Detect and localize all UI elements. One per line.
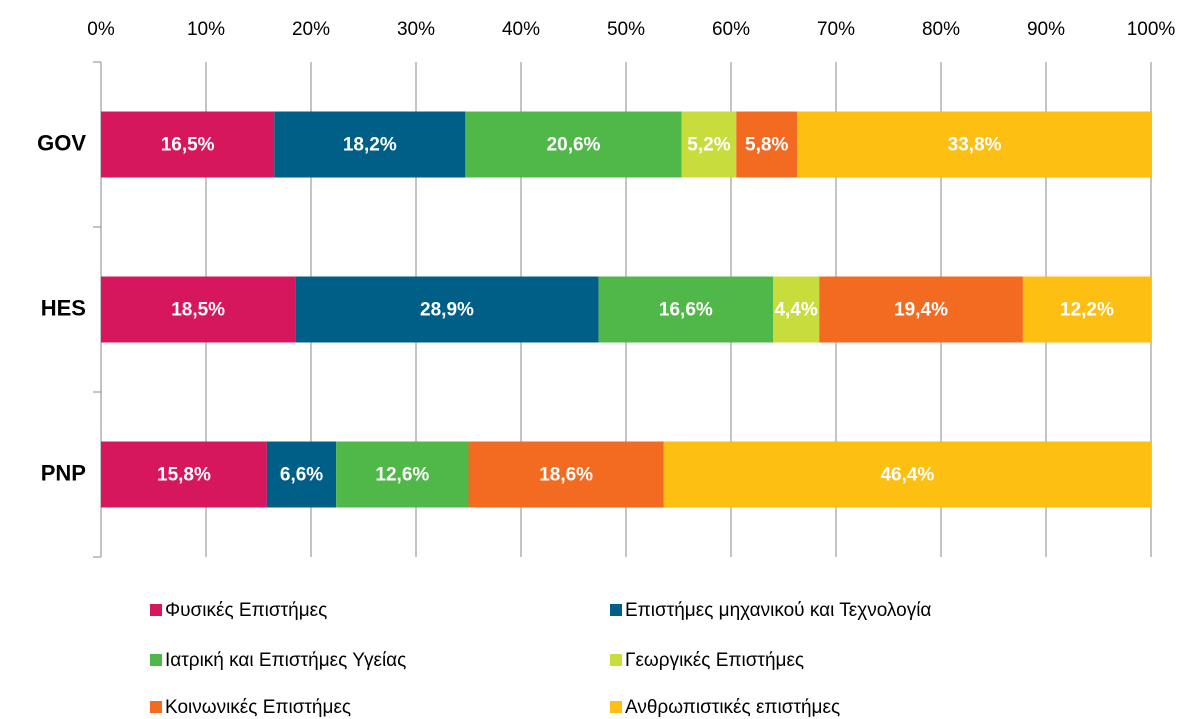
x-tick-label: 0% xyxy=(87,19,115,40)
legend-label: Φυσικές Επιστήμες xyxy=(165,600,327,621)
value-label: 46,4% xyxy=(880,465,934,486)
bar-segment xyxy=(598,276,773,343)
x-tick-label: 10% xyxy=(187,19,225,40)
legend-label: Κοινωνικές Επιστήμες xyxy=(165,697,351,718)
x-tick-label: 50% xyxy=(607,19,645,40)
legend-swatch xyxy=(610,701,622,713)
bar-segment xyxy=(468,441,664,508)
legend-swatch xyxy=(150,701,162,713)
x-tick-label: 30% xyxy=(397,19,435,40)
value-label: 12,2% xyxy=(1060,300,1114,321)
value-label: 18,5% xyxy=(171,300,225,321)
bar-segment xyxy=(681,111,737,178)
x-tick-label: 90% xyxy=(1027,19,1065,40)
legend-label: Ιατρική και Επιστήμες Υγείας xyxy=(165,650,406,671)
value-label: 18,6% xyxy=(539,465,593,486)
legend-label: Ανθρωπιστικές επιστήμες xyxy=(625,697,840,718)
bar-segment xyxy=(101,276,296,343)
value-label: 12,6% xyxy=(375,465,429,486)
value-label: 5,8% xyxy=(745,135,788,156)
bar-segment xyxy=(465,111,682,178)
value-label: 4,4% xyxy=(774,300,817,321)
category-label: PNP xyxy=(41,460,86,485)
value-label: 16,6% xyxy=(659,300,713,321)
value-label: 18,2% xyxy=(343,135,397,156)
bar-segment xyxy=(736,111,798,178)
x-tick-label: 70% xyxy=(817,19,855,40)
legend-label: Επιστήμες μηχανικού και Τεχνολογία xyxy=(625,600,931,621)
value-label: 16,5% xyxy=(161,135,215,156)
bar-segment xyxy=(101,111,275,178)
x-tick-label: 80% xyxy=(922,19,960,40)
bar-segment xyxy=(773,276,820,343)
x-tick-label: 40% xyxy=(502,19,540,40)
value-label: 19,4% xyxy=(894,300,948,321)
value-label: 20,6% xyxy=(547,135,601,156)
bar-segment xyxy=(819,276,1023,343)
bar-segment xyxy=(1022,276,1151,343)
value-label: 15,8% xyxy=(157,465,211,486)
bar-segment xyxy=(336,441,469,508)
x-tick-label: 100% xyxy=(1127,19,1176,40)
legend-swatch xyxy=(610,604,622,616)
x-tick-label: 20% xyxy=(292,19,330,40)
legend-swatch xyxy=(150,604,162,616)
x-tick-label: 60% xyxy=(712,19,750,40)
value-label: 28,9% xyxy=(420,300,474,321)
category-axis xyxy=(93,61,102,558)
bar-segment xyxy=(663,441,1151,508)
value-label: 33,8% xyxy=(948,135,1002,156)
value-label: 6,6% xyxy=(280,465,323,486)
bar-segment xyxy=(797,111,1153,178)
bar-segment xyxy=(295,276,599,343)
bar-segment xyxy=(274,111,466,178)
legend-swatch xyxy=(610,654,622,666)
bar-segment xyxy=(101,441,267,508)
bar-segment xyxy=(266,441,337,508)
category-label: GOV xyxy=(37,130,86,155)
category-label: HES xyxy=(41,295,86,320)
value-label: 5,2% xyxy=(687,135,730,156)
legend-label: Γεωργικές Επιστήμες xyxy=(625,650,804,671)
legend-swatch xyxy=(150,654,162,666)
